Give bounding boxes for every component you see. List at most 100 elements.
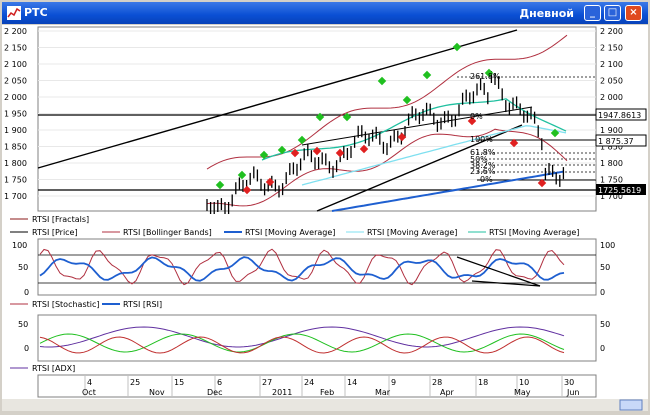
x-axis-day-label: 14 bbox=[347, 378, 357, 387]
stochastic-line bbox=[39, 248, 565, 286]
up-fractal-marker bbox=[377, 76, 387, 86]
price-panel bbox=[37, 26, 597, 212]
down-fractal-marker bbox=[242, 185, 252, 195]
price-tag-box bbox=[595, 108, 647, 121]
x-axis-day-label: 10 bbox=[519, 378, 529, 387]
up-fractal-marker bbox=[422, 70, 432, 80]
minimize-button[interactable]: _ bbox=[584, 5, 601, 21]
x-axis-day-label: 9 bbox=[391, 378, 396, 387]
fib-label: 61.8% bbox=[470, 148, 496, 157]
adx-tick-right: 0 bbox=[600, 344, 605, 353]
down-fractal-marker bbox=[312, 146, 322, 156]
legend-ma-short: RTSI [Moving Average] bbox=[489, 228, 579, 237]
x-axis-day-label: 30 bbox=[564, 378, 574, 387]
chart-canvas[interactable]: 2 200 2 150 2 100 2 050 2 000 1 950 1 900 1 850… bbox=[2, 25, 648, 411]
chart-area[interactable]: 2 200 2 150 2 100 2 050 2 000 1 950 1 900 1 850… bbox=[2, 25, 648, 411]
price-axis-tick-right: 1 850 bbox=[600, 143, 623, 152]
down-fractal-marker bbox=[265, 177, 275, 187]
moving-average-mid-line bbox=[301, 125, 567, 186]
title-bar[interactable]: РТС Дневной _ □ × bbox=[2, 2, 648, 24]
fib-label: 38.2% bbox=[470, 161, 496, 170]
up-fractal-marker bbox=[297, 135, 307, 145]
fib-label: 100% bbox=[470, 135, 493, 144]
down-fractal-marker bbox=[467, 116, 477, 126]
up-fractal-marker bbox=[277, 145, 287, 155]
price-axis-tick-right: 1 700 bbox=[600, 192, 623, 201]
down-fractal-marker bbox=[335, 148, 345, 158]
up-fractal-marker bbox=[402, 95, 412, 105]
adx-tick: 0 bbox=[24, 344, 29, 353]
chart-app-icon bbox=[7, 6, 21, 20]
maximize-button[interactable]: □ bbox=[604, 5, 621, 21]
price-axis-tick: 1 700 bbox=[4, 192, 27, 201]
horizontal-scrollbar[interactable] bbox=[2, 399, 648, 411]
adx-legend: RTSI [ADX] bbox=[10, 364, 75, 373]
x-axis-month-label: May bbox=[514, 388, 531, 397]
x-axis-month-label: Nov bbox=[149, 388, 165, 397]
price-axis-tick: 2 200 bbox=[4, 27, 27, 36]
price-axis-tick: 1 950 bbox=[4, 110, 27, 119]
legend-rsi: RTSI [RSI] bbox=[123, 300, 162, 309]
x-axis-month-label: Apr bbox=[440, 388, 455, 397]
fib-label: 0% bbox=[480, 175, 493, 184]
fib-label: 261.8% bbox=[470, 72, 501, 81]
low-tag: 1725.5619 bbox=[598, 186, 641, 195]
osc-tick: 100 bbox=[12, 241, 27, 250]
x-axis-day-label: 24 bbox=[304, 378, 314, 387]
price-axis-tick-right: 2 200 bbox=[600, 27, 623, 36]
close-button[interactable]: × bbox=[625, 5, 642, 21]
osc-tick: 0 bbox=[24, 288, 29, 297]
x-axis-day-label: 15 bbox=[174, 378, 184, 387]
price-axis-tick-right: 2 050 bbox=[600, 77, 623, 86]
up-fractal-marker bbox=[484, 68, 494, 78]
price-axis-tick-right: 1 800 bbox=[600, 159, 623, 168]
price-axis-tick: 2 000 bbox=[4, 93, 27, 102]
minus-di-line bbox=[39, 336, 565, 354]
bollinger-upper-line bbox=[206, 34, 568, 170]
oscillator-panel bbox=[37, 238, 597, 296]
price-axis-tick: 2 100 bbox=[4, 60, 27, 69]
last-tag: 1 875.37 bbox=[598, 137, 634, 146]
price-legend: RTSI [Fractals] RTSI [Price] RTSI [Bolli… bbox=[10, 215, 579, 237]
legend-fractals: RTSI [Fractals] bbox=[32, 215, 89, 224]
down-fractal-marker bbox=[359, 144, 369, 154]
osc-tick-right: 0 bbox=[600, 288, 605, 297]
up-fractal-marker bbox=[452, 42, 462, 52]
osc-tick-right: 50 bbox=[600, 263, 610, 272]
down-fractal-marker bbox=[397, 132, 407, 142]
adx-panel bbox=[37, 314, 597, 362]
timeframe-label: Дневной bbox=[519, 7, 574, 20]
down-fractal-marker bbox=[290, 148, 300, 158]
window-title: РТС bbox=[24, 6, 48, 19]
x-axis-month-label: Oct bbox=[82, 388, 96, 397]
x-axis-month-label: Jun bbox=[566, 388, 580, 397]
up-fractal-marker bbox=[259, 150, 269, 160]
up-fractal-marker bbox=[315, 112, 325, 122]
price-axis-tick: 1 900 bbox=[4, 126, 27, 135]
last-tag-box bbox=[595, 134, 647, 147]
up-fractal-marker bbox=[215, 180, 225, 190]
x-axis-month-label: Feb bbox=[320, 388, 334, 397]
up-fractal-marker bbox=[237, 170, 247, 180]
trend-line-mid bbox=[301, 106, 533, 146]
legend-bollinger: RTSI [Bollinger Bands] bbox=[123, 228, 212, 237]
legend-stochastic: RTSI [Stochastic] bbox=[32, 300, 100, 309]
adx-tick: 50 bbox=[18, 320, 28, 329]
osc-tick-right: 100 bbox=[600, 241, 615, 250]
rsi-trendline bbox=[456, 256, 541, 287]
x-axis-day-label: 28 bbox=[432, 378, 442, 387]
fib-label: 50% bbox=[470, 155, 488, 164]
rsi-line bbox=[39, 256, 565, 282]
scrollbar-thumb[interactable] bbox=[619, 399, 643, 411]
x-axis-panel bbox=[37, 374, 597, 398]
osc-tick: 50 bbox=[18, 263, 28, 272]
price-tag: 1947.8613 bbox=[598, 111, 641, 120]
legend-price: RTSI [Price] bbox=[32, 228, 78, 237]
x-axis-day-label: 6 bbox=[217, 378, 222, 387]
price-axis-tick-right: 1 750 bbox=[600, 176, 623, 185]
plus-di-line bbox=[39, 333, 565, 353]
moving-average-long-line bbox=[331, 170, 565, 212]
price-axis-tick-right: 2 100 bbox=[600, 60, 623, 69]
moving-average-short-line bbox=[261, 98, 567, 161]
low-tag-box bbox=[596, 184, 646, 195]
